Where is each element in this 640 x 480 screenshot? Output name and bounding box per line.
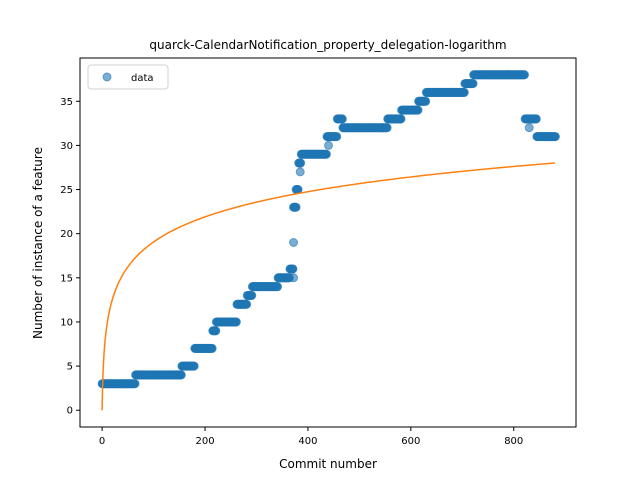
plot-area (97, 70, 560, 411)
data-point (289, 273, 299, 283)
data-point (289, 238, 299, 247)
data-point (211, 326, 221, 336)
x-tick-label: 200 (195, 436, 214, 447)
y-tick-label: 25 (60, 185, 73, 196)
data-point (176, 370, 186, 380)
axes-frame (79, 57, 577, 428)
data-point (468, 79, 478, 89)
data-point (321, 149, 331, 159)
data-point (291, 202, 301, 212)
data-point (295, 167, 305, 177)
data-point (524, 123, 534, 133)
data-point (550, 132, 560, 142)
x-tick-label: 800 (504, 436, 523, 447)
x-tick-label: 0 (99, 436, 105, 447)
y-tick-label: 20 (60, 229, 73, 240)
data-point (130, 379, 140, 389)
data-point (231, 317, 241, 327)
data-point (189, 361, 199, 371)
y-axis-label: Number of instance of a feature (31, 147, 45, 339)
y-tick-label: 5 (67, 362, 73, 373)
x-tick-label: 600 (401, 436, 420, 447)
data-point (324, 140, 334, 150)
y-tick-label: 15 (60, 273, 73, 284)
data-point (247, 290, 257, 300)
y-tick-label: 35 (60, 97, 73, 108)
legend-marker-data (102, 72, 112, 82)
data-point (337, 114, 347, 124)
data-point (242, 299, 252, 309)
data-point (531, 114, 541, 124)
data-point (421, 96, 431, 106)
fit-line (101, 162, 555, 411)
y-axis-ticks: 0 5 10 15 20 25 30 35 (60, 97, 80, 417)
x-axis-label: Commit number (279, 457, 377, 471)
legend: data (87, 64, 169, 90)
y-tick-label: 0 (67, 406, 73, 417)
data-point (459, 87, 469, 97)
data-point (273, 282, 283, 292)
data-point (207, 343, 217, 353)
data-point (332, 132, 342, 142)
data-point (382, 123, 392, 133)
data-point (288, 264, 298, 274)
data-point (296, 158, 306, 168)
chart-title: quarck-CalendarNotification_property_del… (149, 38, 506, 52)
data-point (413, 105, 423, 115)
data-point (520, 70, 530, 80)
legend-box (87, 64, 169, 90)
x-tick-label: 400 (298, 436, 317, 447)
x-axis-ticks: 0 200 400 600 800 (99, 427, 523, 447)
legend-label-data: data (131, 73, 154, 84)
y-tick-label: 10 (60, 317, 73, 328)
y-tick-label: 30 (60, 141, 73, 152)
data-point (396, 114, 406, 124)
